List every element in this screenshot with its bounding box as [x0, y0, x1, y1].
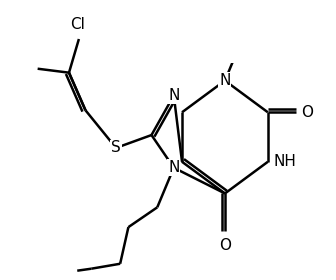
Text: N: N — [219, 73, 230, 88]
Text: NH: NH — [274, 154, 296, 169]
Text: Cl: Cl — [70, 17, 85, 32]
Text: N: N — [168, 88, 179, 103]
Text: O: O — [219, 238, 231, 253]
Text: N: N — [168, 160, 179, 175]
Text: S: S — [111, 141, 121, 155]
Text: O: O — [301, 105, 313, 120]
